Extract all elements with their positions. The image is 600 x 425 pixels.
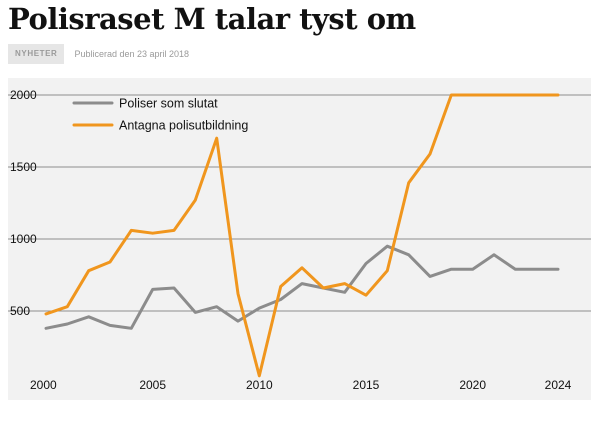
x-tick-label-2000: 2000 [30, 378, 57, 392]
article-meta: NYHETER Publicerad den 23 april 2018 [8, 44, 189, 64]
legend-label-1: Poliser som slutat [119, 97, 218, 111]
x-tick-label-2024: 2024 [545, 378, 572, 392]
y-tick-label-1000: 1000 [10, 232, 37, 246]
series-line-1 [44, 244, 560, 330]
article-headline: Polisraset M talar tyst om [8, 2, 416, 36]
line-chart: 500 1000 1500 2000 2000 2005 2010 2015 2020 2024 P… [8, 88, 591, 392]
x-tick-label-2010: 2010 [246, 378, 273, 392]
legend-label-2: Antagna polisutbildning [119, 119, 248, 133]
series-line-2 [44, 93, 560, 378]
category-badge[interactable]: NYHETER [8, 44, 65, 64]
publish-date: Publicerad den 23 april 2018 [74, 49, 190, 59]
x-tick-label-2005: 2005 [139, 378, 166, 392]
x-tick-label-2020: 2020 [459, 378, 486, 392]
y-tick-label-2000: 2000 [10, 88, 37, 102]
chart-panel: 500 1000 1500 2000 2000 2005 2010 2015 2020 2024 P… [8, 78, 591, 400]
x-tick-label-2015: 2015 [353, 378, 380, 392]
y-tick-label-1500: 1500 [10, 160, 37, 174]
y-tick-label-500: 500 [10, 304, 30, 318]
